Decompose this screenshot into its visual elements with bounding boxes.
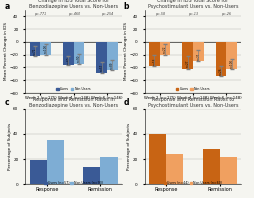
Text: n=56: n=56 <box>152 58 156 65</box>
Title: Response and Remission Rates in
Benzodiazepine Users vs. Non-Users: Response and Remission Rates in Benzodia… <box>29 97 118 108</box>
Bar <box>83 167 100 184</box>
Text: n=100: n=100 <box>230 59 234 68</box>
Bar <box>226 42 237 69</box>
Bar <box>203 149 220 184</box>
Bar <box>216 42 226 76</box>
Bar <box>149 134 166 184</box>
Text: p=.13: p=.13 <box>188 12 198 16</box>
Legend: Users, Non-Users: Users, Non-Users <box>174 86 212 92</box>
Text: p=.254: p=.254 <box>101 12 113 16</box>
Text: n=22: n=22 <box>163 46 167 53</box>
Bar <box>96 42 107 73</box>
Text: c: c <box>4 98 9 107</box>
Legend: Users (n=44), Non-Users (n=60): Users (n=44), Non-Users (n=60) <box>162 180 224 186</box>
Text: n=90: n=90 <box>77 55 81 62</box>
Bar <box>160 42 170 55</box>
Text: a: a <box>4 2 9 10</box>
Text: n=60: n=60 <box>66 56 70 64</box>
Bar <box>166 154 183 184</box>
Text: n=100: n=100 <box>44 44 48 53</box>
Y-axis label: Mean Percent Change in IDS: Mean Percent Change in IDS <box>124 23 128 80</box>
Legend: Users (n=57), Non-Users (n=93): Users (n=57), Non-Users (n=93) <box>43 180 104 186</box>
Text: p=.26: p=.26 <box>221 12 231 16</box>
Bar <box>182 42 193 69</box>
Bar <box>47 140 64 184</box>
Bar <box>100 157 118 184</box>
Bar <box>220 157 237 184</box>
Bar <box>193 42 204 61</box>
Text: d: d <box>123 98 129 107</box>
Text: n=57: n=57 <box>100 64 104 71</box>
Text: p=.460: p=.460 <box>68 12 80 16</box>
Text: n=21: n=21 <box>196 52 200 60</box>
Bar <box>40 42 51 55</box>
Bar <box>107 42 118 70</box>
Bar <box>149 42 160 66</box>
Title: Response and Remission Rates to
Psychostimulant Users vs. Non-Users: Response and Remission Rates to Psychost… <box>148 97 238 108</box>
Text: n=89: n=89 <box>110 61 114 69</box>
Title: Change in IDS Total Score for
Benzodiazepine Users vs. Non-Users: Change in IDS Total Score for Benzodiaze… <box>29 0 118 9</box>
Text: n=27: n=27 <box>186 60 190 68</box>
Bar <box>30 160 47 184</box>
Bar <box>30 42 40 56</box>
Text: n=71: n=71 <box>33 47 37 55</box>
Y-axis label: Percentage of Subjects: Percentage of Subjects <box>8 123 12 170</box>
Y-axis label: Mean Percent Change in IDS: Mean Percent Change in IDS <box>4 23 8 80</box>
Legend: Users, Non-Users: Users, Non-Users <box>55 86 92 92</box>
Text: n=26: n=26 <box>219 68 223 75</box>
Title: Change in IDS Total Score for
Psychostimulant Users vs. Non-Users: Change in IDS Total Score for Psychostim… <box>148 0 238 9</box>
Text: p=.771: p=.771 <box>34 12 46 16</box>
Text: b: b <box>123 2 129 10</box>
Bar <box>63 42 74 65</box>
Y-axis label: Percentage of Subjects: Percentage of Subjects <box>127 123 131 170</box>
Bar <box>74 42 84 64</box>
Text: p=.58: p=.58 <box>155 12 165 16</box>
